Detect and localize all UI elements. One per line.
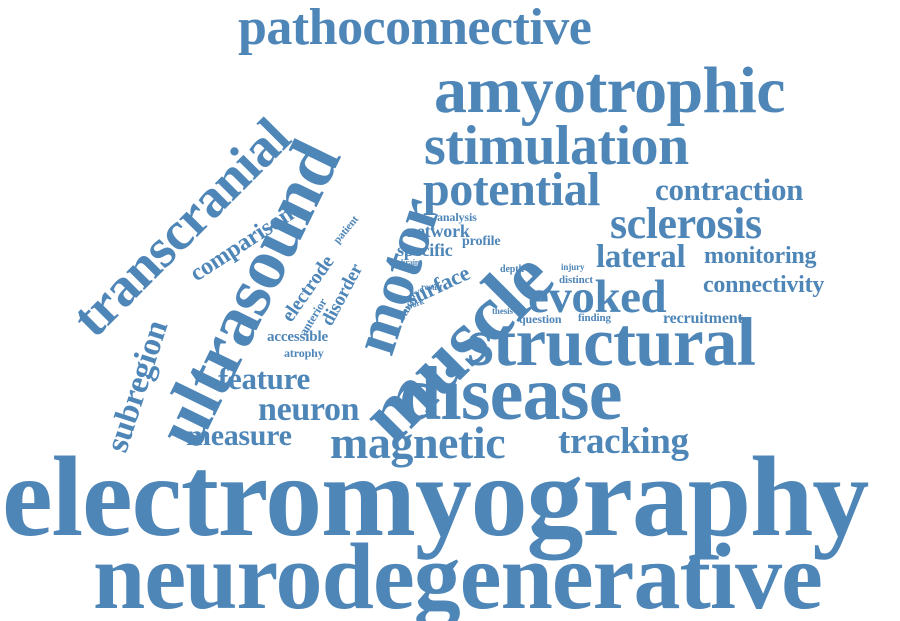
word-lateral: lateral	[596, 239, 686, 275]
word-structural: structural	[467, 304, 756, 380]
word-evoked: evoked	[528, 271, 667, 323]
word-atrophy: atrophy	[284, 346, 324, 360]
word-result: result	[421, 282, 443, 292]
word-amyotrophic: amyotrophic	[434, 54, 786, 127]
word-depth: depth	[500, 264, 524, 275]
word-accessible: accessible	[267, 329, 328, 345]
word-stimulation: stimulation	[424, 115, 689, 177]
word-brain: brain	[401, 258, 420, 267]
word-pathoconnective: pathoconnective	[238, 0, 592, 56]
word-monitoring: monitoring	[704, 243, 817, 269]
word-measure: measure	[186, 419, 292, 452]
word-analysis: analysis	[437, 210, 477, 224]
word-feature: feature	[218, 361, 310, 396]
word-specific: specific	[397, 240, 453, 260]
word-patient: patient	[331, 213, 362, 247]
word-neuron: neuron	[258, 391, 360, 428]
word-contraction: contraction	[655, 172, 804, 207]
word-connectivity: connectivity	[703, 272, 825, 298]
word-disease: disease	[399, 352, 622, 436]
word-tracking: tracking	[558, 421, 689, 462]
word-injury: injury	[561, 262, 585, 272]
word-electromyography: electromyography	[2, 433, 869, 560]
word-distinct: distinct	[559, 274, 593, 286]
word-network: network	[407, 221, 470, 241]
word-sclerosis: sclerosis	[610, 199, 762, 248]
word-question: question	[519, 312, 562, 326]
word-profile: profile	[462, 234, 501, 249]
word-potential: potential	[423, 163, 601, 216]
word-recruitment: recruitment	[663, 310, 743, 327]
word-magnetic: magnetic	[330, 417, 506, 468]
word-neurodegenerative: neurodegenerative	[93, 525, 823, 621]
word-finding: finding	[578, 312, 611, 324]
word-thesis: thesis	[492, 306, 513, 316]
